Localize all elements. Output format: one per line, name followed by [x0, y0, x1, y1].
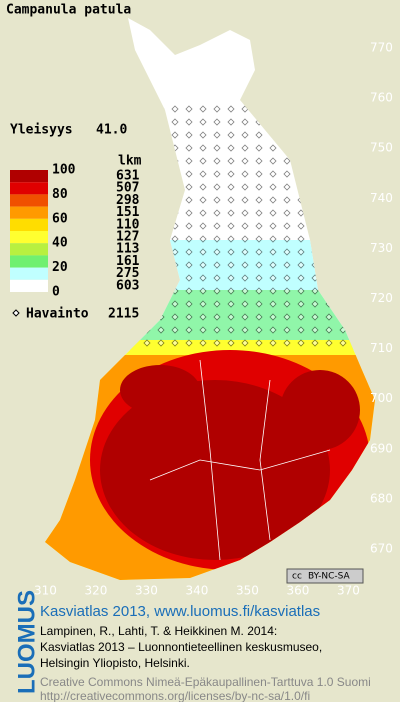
headline: Kasviatlas 2013, www.luomus.fi/kasviatla…: [40, 603, 320, 620]
y-coordinate-label: 760: [370, 91, 393, 105]
citation-line: Kasviatlas 2013 – Luonnontieteellinen ke…: [40, 640, 322, 654]
citation-line: Helsingin Yliopisto, Helsinki.: [40, 656, 190, 670]
license-badge: [286, 568, 364, 584]
legend-count: 275: [116, 266, 139, 281]
legend-header: lkm: [118, 154, 142, 169]
legend-count: 507: [116, 181, 139, 196]
y-coordinate-label: 750: [370, 141, 393, 155]
x-coordinate-label: 360: [287, 584, 310, 598]
x-coordinate-label: 340: [186, 584, 209, 598]
legend-swatch: [10, 243, 48, 256]
frequency-value: 41.0: [96, 123, 127, 138]
legend-count: 603: [116, 278, 139, 293]
species-title: Campanula patula: [6, 3, 131, 18]
legend-scale-label: 20: [52, 260, 68, 275]
observation-symbol: [12, 309, 20, 317]
legend-scale-label: 40: [52, 236, 68, 251]
legend-swatch: [10, 206, 48, 219]
legend-swatch: [10, 231, 48, 244]
x-coordinate-label: 320: [85, 584, 108, 598]
map-ticks: 770 760 750 740 730 720 710 700 690 680 670 310 320 3…: [34, 41, 393, 598]
legend-swatch: [10, 218, 48, 231]
y-coordinate-label: 670: [370, 542, 393, 556]
y-coordinate-label: 710: [370, 341, 393, 355]
legend-swatch: [10, 279, 48, 292]
legend-count: 110: [116, 217, 140, 232]
x-coordinate-label: 370: [337, 584, 360, 598]
legend-swatch: [10, 194, 48, 207]
citation: Lampinen, R., Lahti, T. & Heikkinen M. 2…: [40, 624, 371, 702]
legend-swatch: [10, 170, 48, 183]
legend-scale-label: 60: [52, 211, 68, 226]
legend-count: 631: [116, 169, 140, 184]
legend-swatch: [10, 255, 48, 268]
x-coordinate-label: 310: [34, 584, 57, 598]
legend-swatch: [10, 267, 48, 280]
legend-count: 161: [116, 254, 140, 269]
brand: LUOMUS: [13, 590, 40, 694]
legend-count: 113: [116, 242, 139, 257]
y-coordinate-label: 730: [370, 241, 393, 255]
license-line: http://creativecommons.org/licenses/by-n…: [40, 689, 310, 702]
legend-count: 151: [116, 205, 140, 220]
license-line: Creative Commons Nimeä-Epäkaupallinen-Ta…: [40, 675, 371, 689]
legend-scale-label: 80: [52, 187, 68, 202]
citation-line: Lampinen, R., Lahti, T. & Heikkinen M. 2…: [40, 624, 277, 638]
y-coordinate-label: 700: [370, 391, 393, 405]
badge-license: BY-NC-SA: [308, 572, 351, 582]
y-coordinate-label: 770: [370, 41, 393, 55]
x-coordinate-label: 350: [236, 584, 259, 598]
legend-count: 298: [116, 193, 140, 208]
observation-label: Havainto: [26, 307, 89, 322]
y-coordinate-label: 680: [370, 491, 393, 505]
x-coordinate-label: 330: [135, 584, 158, 598]
legend-count: 127: [116, 230, 139, 245]
legend-scale-label: 0: [52, 285, 60, 300]
legend-swatch: [10, 182, 48, 195]
y-coordinate-label: 690: [370, 441, 393, 455]
finland-map: [45, 18, 375, 580]
badge-cc: cc: [292, 572, 302, 582]
observation-count: 2115: [108, 307, 139, 322]
frequency-label: Yleisyys: [10, 123, 73, 138]
y-coordinate-label: 720: [370, 291, 393, 305]
y-coordinate-label: 740: [370, 191, 393, 205]
legend-scale-label: 100: [52, 163, 76, 178]
